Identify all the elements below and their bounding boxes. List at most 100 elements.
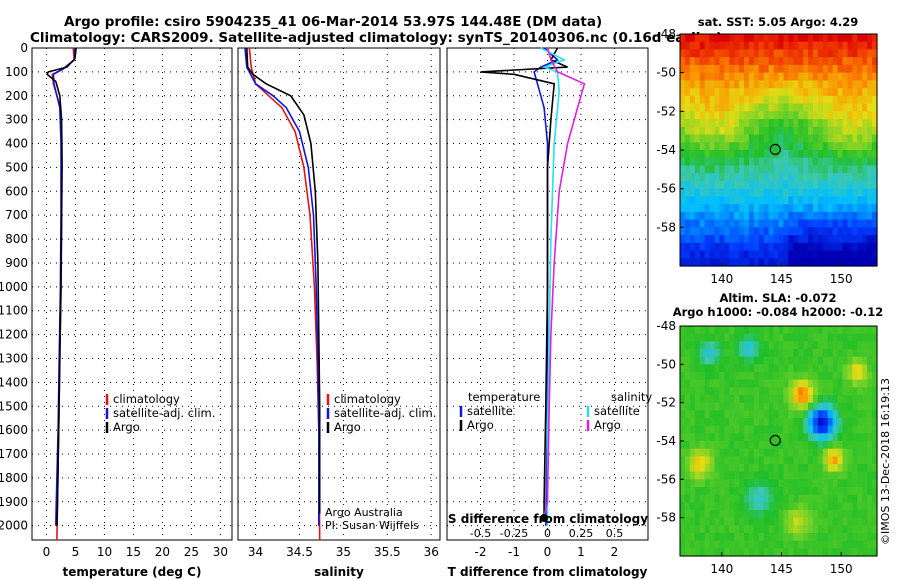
sst_map-cell — [714, 34, 720, 43]
sst_map-cell — [734, 119, 740, 128]
sla_map-cell — [778, 540, 785, 549]
sla_map-cell — [694, 456, 701, 465]
sst_map-cell — [724, 227, 730, 236]
sla_map-cell — [872, 333, 878, 342]
sst_map-cell — [748, 34, 755, 43]
sst_map-cell — [694, 95, 701, 105]
depth-tick-label: 1400 — [0, 375, 28, 389]
sst_map-cell — [694, 88, 701, 97]
sla_map-cell — [798, 433, 804, 442]
sla_map-cell — [842, 410, 849, 419]
sst_map-cell — [812, 57, 819, 66]
sla_map-cell — [837, 433, 844, 442]
sst_map-cell — [753, 165, 760, 174]
sst_map-cell — [812, 126, 819, 136]
salinity-x-tick-label: 34.5 — [286, 545, 313, 559]
sla_map-cell — [773, 540, 780, 549]
sst_map-cell — [773, 227, 780, 236]
sla_map-cell — [714, 517, 720, 526]
sst_map-y-tick-label: -50 — [656, 66, 676, 80]
sst_map-cell — [729, 111, 735, 120]
sst_map-cell — [758, 204, 765, 213]
sla_map-cell — [842, 433, 849, 442]
sla_map-cell — [739, 410, 745, 419]
sst_map-cell — [684, 196, 691, 205]
sla_map-cell — [837, 464, 844, 473]
sst_map-cell — [734, 64, 740, 74]
sla_map-cell — [783, 471, 789, 480]
sst_map-cell — [817, 41, 824, 51]
sst_map-cell — [793, 41, 799, 51]
sst_map-cell — [739, 80, 745, 89]
sst_map-cell — [773, 80, 780, 89]
sst_map-cell — [803, 204, 809, 213]
sst_map-y-tick-label: -58 — [656, 220, 676, 234]
sst_map-cell — [734, 150, 740, 159]
sst_map-cell — [739, 57, 745, 66]
sst_map-cell — [798, 250, 804, 259]
sst_map-cell — [709, 95, 716, 105]
sst_map-cell — [857, 119, 863, 128]
sla_map-cell — [684, 525, 691, 534]
sst_map-cell — [832, 219, 839, 228]
sla_map-cell — [753, 471, 760, 480]
sst_map-cell — [822, 80, 829, 89]
sst_map-cell — [857, 34, 863, 43]
sla_map-cell — [753, 326, 760, 335]
sla_map-cell — [714, 479, 720, 488]
sst_map-cell — [694, 57, 701, 66]
sla_map-cell — [734, 425, 740, 434]
sst_map-cell — [847, 173, 853, 182]
sst_map-cell — [798, 72, 804, 81]
sla_map-cell — [847, 425, 853, 434]
sla_map-cell — [822, 402, 829, 411]
sst_map-cell — [684, 188, 691, 197]
sst_map-cell — [748, 196, 755, 205]
sst_map-cell — [847, 211, 853, 221]
sla_map-cell — [827, 326, 834, 335]
sst_map-cell — [783, 72, 789, 81]
sst_map-cell — [763, 250, 770, 259]
sst_map-cell — [714, 126, 720, 136]
sla_map-cell — [714, 487, 720, 496]
sst_map-cell — [867, 95, 873, 105]
sla_map-cell — [689, 372, 696, 381]
sst_map-cell — [758, 235, 765, 244]
sla_map-cell — [680, 356, 686, 365]
sla_map-cell — [729, 517, 735, 526]
sla_map-cell — [827, 502, 834, 511]
sla_map-cell — [822, 502, 829, 511]
sla_map-cell — [773, 517, 780, 526]
sla_map-cell — [837, 333, 844, 342]
sst_map-cell — [744, 119, 750, 128]
sst_map-cell — [783, 235, 789, 244]
sst_map-cell — [753, 49, 760, 58]
sst_map-cell — [842, 242, 849, 252]
sla_map-cell — [684, 349, 691, 358]
sst_map-cell — [812, 34, 819, 43]
sst_map-cell — [872, 227, 878, 236]
sla_map-cell — [694, 349, 701, 358]
sst_map-cell — [768, 111, 775, 120]
sst_map-cell — [862, 49, 868, 58]
sst_map-cell — [788, 250, 794, 259]
sst_map-cell — [842, 142, 849, 151]
sst_map-cell — [842, 219, 849, 228]
sst_map-cell — [709, 250, 716, 259]
sla_map-cell — [803, 471, 809, 480]
sla_map-cell — [798, 448, 804, 457]
sst_map-cell — [689, 103, 696, 112]
sla_map-cell — [689, 464, 696, 473]
sst_map-cell — [867, 235, 873, 244]
sla_map-cell — [778, 533, 785, 542]
sst_map-cell — [788, 219, 794, 228]
sst_map-cell — [689, 258, 696, 267]
sst_map-cell — [783, 180, 789, 190]
sla_map-cell — [719, 441, 725, 450]
sla_map-argo-position-marker — [769, 434, 781, 447]
sla_map-cell — [832, 502, 839, 511]
sla-map-subtitle: Argo h1000: -0.084 h2000: -0.12 — [673, 305, 884, 319]
sst_map-cell — [763, 49, 770, 58]
sla_map-cell — [842, 387, 849, 396]
sst_map-cell — [857, 196, 863, 205]
